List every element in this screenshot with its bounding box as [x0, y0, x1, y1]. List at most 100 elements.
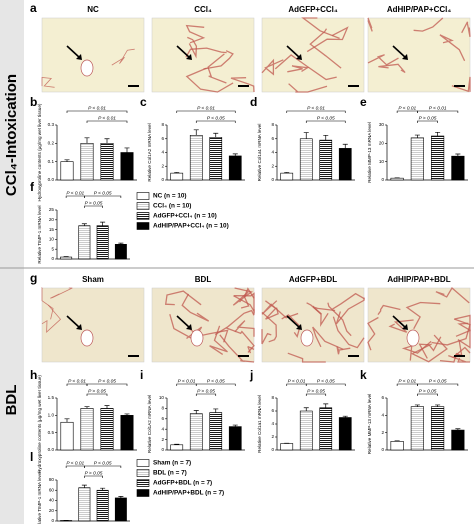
significance-bracket: [397, 111, 417, 113]
error-bar: [194, 130, 199, 136]
error-bar: [82, 485, 87, 488]
significance-label: P > 0.05: [85, 200, 103, 206]
y-tick-label: 6: [381, 395, 384, 400]
error-bar: [323, 404, 328, 408]
micrograph: [42, 288, 144, 362]
significance-bracket: [306, 394, 326, 396]
vessel: [407, 330, 419, 346]
significance-bracket: [87, 384, 127, 386]
image-title: CCl₄: [194, 5, 212, 14]
bar: [81, 143, 93, 180]
legend-swatch: [137, 470, 149, 477]
y-tick-label: 8: [161, 122, 164, 127]
bar: [411, 407, 424, 450]
bar: [229, 427, 241, 450]
y-axis-label: Hydroxyproline contents (μg/mg wet liver…: [37, 103, 42, 201]
y-tick-label: 4: [161, 150, 164, 155]
significance-bracket: [196, 394, 216, 396]
significance-bracket: [87, 121, 127, 123]
significance-label: P < 0.05: [207, 378, 225, 384]
y-tick-label: 0: [51, 518, 54, 523]
significance-label: P > 0.05: [419, 115, 437, 121]
significance-bracket: [196, 121, 235, 123]
bar: [79, 226, 90, 259]
significance-bracket: [177, 384, 197, 386]
error-bar: [194, 410, 199, 413]
y-tick-label: 6: [161, 416, 164, 421]
legend-label: AdGFP+CCl₄ (n = 10): [153, 213, 217, 220]
legend-label: AdHIP/PAP+BDL (n = 7): [153, 490, 224, 497]
legend-label: CCl₄ (n = 10): [153, 203, 191, 210]
y-tick-label: 0: [51, 256, 54, 261]
y-tick-label: 0.3: [48, 122, 55, 127]
legend-swatch: [137, 213, 149, 220]
y-axis-label: Relative TIMP-1 mRNA level: [37, 205, 42, 263]
y-tick-label: 20: [49, 217, 55, 222]
bar: [452, 430, 465, 450]
significance-bracket: [67, 111, 127, 113]
significance-label: P < 0.01: [197, 105, 215, 111]
y-tick-label: 5: [51, 246, 54, 251]
y-tick-label: 6: [271, 408, 274, 413]
y-tick-label: 40: [49, 498, 55, 503]
y-tick-label: 10: [159, 395, 165, 400]
bar: [339, 148, 351, 180]
significance-label: P > 0.05: [85, 470, 103, 476]
bar: [339, 418, 351, 451]
panel-label: l: [30, 450, 33, 464]
bar: [431, 407, 444, 450]
significance-bracket: [306, 121, 345, 123]
bar: [115, 244, 126, 259]
y-tick-label: 0.1: [48, 159, 55, 164]
bar: [411, 138, 424, 180]
bar: [79, 488, 90, 521]
significance-bracket: [84, 206, 102, 208]
micrograph: [262, 18, 364, 92]
significance-label: P > 0.05: [197, 388, 215, 394]
y-tick-label: 6: [161, 136, 164, 141]
bar: [61, 162, 73, 180]
bar: [101, 143, 113, 180]
legend-swatch: [137, 193, 149, 200]
bar: [210, 413, 222, 450]
error-bar: [233, 154, 238, 156]
error-bar: [343, 144, 348, 148]
bar: [97, 226, 108, 259]
error-bar: [85, 138, 90, 144]
significance-label: P < 0.01: [178, 378, 196, 384]
bar: [281, 173, 293, 180]
image-title: AdHIP/PAP+BDL: [387, 275, 450, 284]
significance-label: P < 0.01: [398, 105, 416, 111]
y-tick-label: 10: [379, 159, 385, 164]
legend-label: AdGFP+BDL (n = 7): [153, 480, 212, 487]
error-bar: [105, 406, 110, 409]
y-tick-label: 8: [271, 395, 274, 400]
significance-bracket: [84, 196, 121, 198]
panel-label: i: [140, 368, 143, 382]
legend-swatch: [137, 460, 149, 467]
panel-label: c: [140, 95, 147, 109]
y-tick-label: 20: [49, 508, 55, 513]
significance-bracket: [417, 384, 458, 386]
y-tick-label: 0: [381, 177, 384, 182]
y-axis-label: Relative TIMP-1 mRNA level: [37, 471, 42, 524]
significance-bracket: [87, 394, 107, 396]
side-label: BDL: [3, 385, 20, 416]
bar: [391, 178, 404, 180]
bar: [97, 490, 108, 521]
significance-bracket: [287, 384, 307, 386]
y-tick-label: 10: [49, 237, 55, 242]
y-axis-label: Relative MMP-13 mRNA level: [367, 394, 372, 455]
side-label: CCl₄-Intoxication: [3, 74, 20, 196]
image-title: Sham: [82, 275, 104, 284]
significance-label: P < 0.01: [429, 105, 447, 111]
y-tick-label: 0: [271, 177, 274, 182]
bar: [121, 153, 133, 181]
error-bar: [435, 132, 440, 136]
image-title: AdGFP+CCl₄: [288, 5, 338, 14]
bar: [320, 140, 332, 180]
legend-label: Sham (n = 7): [153, 460, 191, 467]
y-tick-label: 4: [271, 421, 274, 426]
